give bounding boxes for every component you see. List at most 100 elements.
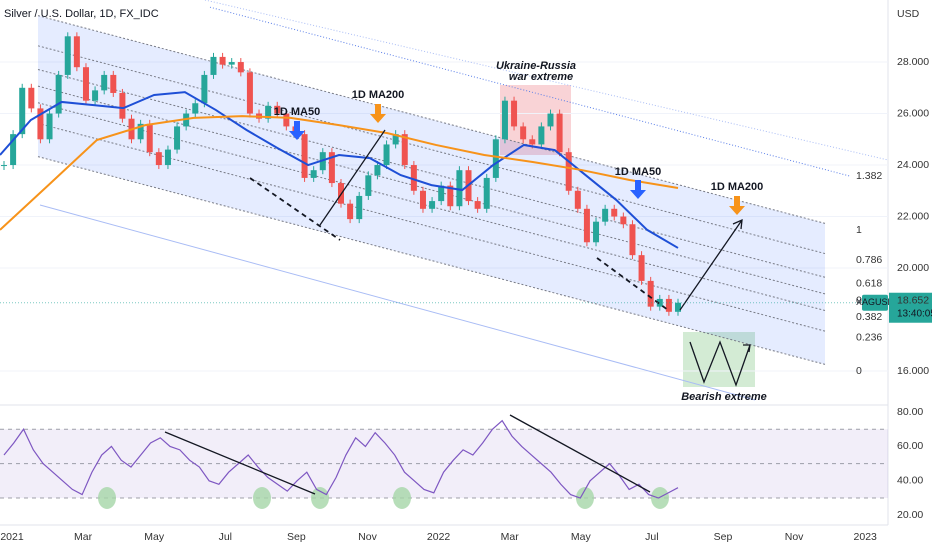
candle <box>73 36 80 68</box>
x-tick-label: May <box>144 531 165 543</box>
x-tick-label: 2023 <box>854 531 878 543</box>
rsi-tick-label: 40.00 <box>897 475 923 487</box>
candle <box>82 67 89 101</box>
y-tick-label: 26.000 <box>897 107 929 119</box>
candle <box>10 134 17 166</box>
fib-label: 1 <box>856 224 862 236</box>
candle <box>19 87 26 135</box>
highlight-circle <box>576 487 594 509</box>
candle <box>365 175 372 196</box>
candle <box>620 216 627 225</box>
candle <box>401 134 408 166</box>
candle <box>110 74 117 93</box>
annotation: Bearish extreme <box>681 391 767 403</box>
candle <box>410 165 417 191</box>
fib-label: 0 <box>856 365 862 377</box>
drawing-line <box>164 431 316 495</box>
y-tick-label: 16.000 <box>897 365 929 377</box>
drawing-line <box>509 414 651 493</box>
axis-unit: USD <box>897 8 920 20</box>
down-arrow <box>370 104 386 123</box>
fib-label: 1.382 <box>856 170 882 182</box>
candle <box>164 149 171 166</box>
down-arrow <box>729 196 745 215</box>
candle <box>383 144 390 166</box>
candle <box>192 103 199 114</box>
candle <box>146 123 153 153</box>
candle <box>447 185 454 207</box>
candle <box>429 201 436 209</box>
candle <box>656 298 663 307</box>
candle <box>511 100 518 127</box>
candle <box>538 126 545 145</box>
candle <box>374 165 381 176</box>
candle <box>438 185 445 202</box>
candle <box>419 190 426 209</box>
chart-title: Silver / U.S. Dollar, 1D, FX_IDC <box>4 8 159 20</box>
candle <box>474 201 481 209</box>
candle <box>529 139 536 145</box>
annotation: 1D MA50 <box>274 106 320 118</box>
candle <box>210 56 217 75</box>
x-tick-label: Jul <box>219 531 232 543</box>
x-tick-label: 2021 <box>0 531 24 543</box>
annotation: 1D MA50 <box>615 166 661 178</box>
candle <box>1 165 7 167</box>
candle <box>556 113 563 153</box>
candle <box>356 195 363 220</box>
candle <box>237 62 244 73</box>
moving-average <box>0 91 679 249</box>
candle <box>246 72 253 114</box>
annotation: Ukraine-Russia <box>496 60 576 72</box>
annotation: 1D MA200 <box>352 89 405 101</box>
candle <box>155 152 162 166</box>
drawing-line <box>249 177 341 241</box>
fib-label: 0.382 <box>856 311 882 323</box>
x-tick-label: Sep <box>714 531 733 543</box>
candle <box>219 56 226 65</box>
candle <box>565 152 572 191</box>
candle <box>593 221 600 243</box>
rsi-tick-label: 80.00 <box>897 406 923 418</box>
highlight-circle <box>98 487 116 509</box>
candle <box>328 152 335 184</box>
candle <box>46 113 53 140</box>
candle <box>602 208 609 222</box>
drawing-line <box>319 129 386 226</box>
down-arrow <box>289 121 305 140</box>
annotation: 1D MA200 <box>711 181 764 193</box>
arrow-head <box>732 218 743 230</box>
symbol-badge <box>862 294 888 311</box>
countdown: 13:40:05 <box>897 308 932 319</box>
price-badge <box>889 292 932 323</box>
zigzag <box>689 340 751 387</box>
candle <box>483 177 490 209</box>
highlight-circle <box>311 487 329 509</box>
candle <box>228 62 235 65</box>
highlight-circle <box>651 487 669 509</box>
candle <box>392 134 399 145</box>
candle <box>547 113 554 127</box>
candle <box>37 108 44 140</box>
highlight-circle <box>253 487 271 509</box>
price-label: 18.652 <box>897 295 929 307</box>
candle <box>28 87 35 109</box>
candle <box>611 208 618 217</box>
candle <box>201 74 208 104</box>
candle <box>501 100 508 140</box>
candle <box>492 139 499 178</box>
rsi-line <box>3 419 679 499</box>
trend-line <box>39 204 756 401</box>
candle <box>64 36 71 75</box>
x-tick-label: May <box>571 531 592 543</box>
candle <box>310 170 317 178</box>
arrow-head <box>743 344 751 353</box>
moving-average <box>0 115 679 231</box>
candle <box>301 134 308 178</box>
fib-line <box>209 6 851 177</box>
x-tick-label: Mar <box>74 531 93 543</box>
fib-label: 0.618 <box>856 278 882 290</box>
x-tick-label: 2022 <box>427 531 451 543</box>
rsi-tick-label: 20.00 <box>897 509 923 521</box>
candle <box>638 255 645 281</box>
